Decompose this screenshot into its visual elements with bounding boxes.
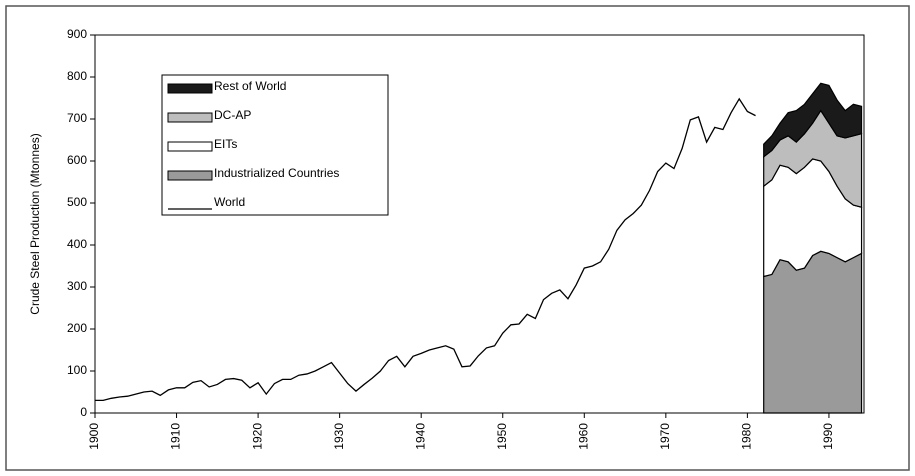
y-tick-label: 900 (67, 27, 87, 41)
area (763, 250, 863, 414)
x-tick-label: 1920 (250, 423, 264, 450)
area (763, 82, 863, 159)
plot-frame (94, 34, 865, 414)
x-tick-label: 1950 (495, 423, 509, 450)
y-axis-label: Crude Steel Production (Mtonnes) (28, 133, 42, 314)
legend-label: EITs (214, 137, 237, 151)
y-tick-label: 500 (67, 195, 87, 209)
legend-swatch (167, 141, 213, 152)
x-tick-label: 1930 (332, 423, 346, 450)
y-tick-label: 400 (67, 237, 87, 251)
x-tick-label: 1940 (413, 423, 427, 450)
legend-swatch (167, 83, 213, 94)
x-tick-label: 1960 (576, 423, 590, 450)
legend-label: Industrialized Countries (214, 166, 339, 180)
y-tick-label: 600 (67, 153, 87, 167)
x-tick-label: 1990 (821, 423, 835, 450)
legend-label: World (214, 195, 245, 209)
x-tick-label: 1900 (87, 423, 101, 450)
y-tick-label: 700 (67, 111, 87, 125)
legend-label: Rest of World (214, 79, 286, 93)
legend-swatch (167, 112, 213, 123)
y-tick-label: 200 (67, 321, 87, 335)
line (95, 97, 756, 402)
legend-swatch (167, 170, 213, 181)
y-tick-label: 300 (67, 279, 87, 293)
legend-label: DC-AP (214, 108, 251, 122)
x-tick-label: 1910 (169, 423, 183, 450)
y-tick-label: 100 (67, 363, 87, 377)
frame (5, 5, 910, 471)
x-tick-label: 1980 (740, 423, 754, 450)
y-tick-label: 0 (80, 405, 87, 419)
x-tick-label: 1970 (658, 423, 672, 450)
y-tick-label: 800 (67, 69, 87, 83)
